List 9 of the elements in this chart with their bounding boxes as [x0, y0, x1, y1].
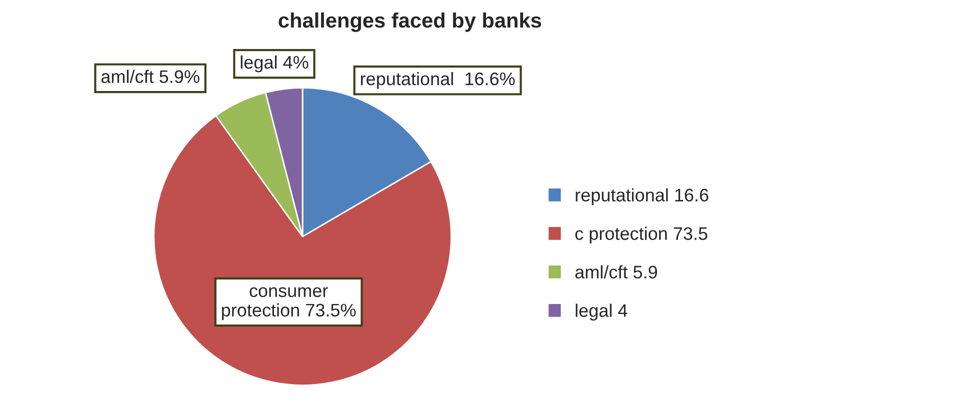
data-label: consumer protection 73.5%	[222, 287, 356, 320]
legend-label: c protection 73.5	[575, 226, 708, 244]
chart-title: challenges faced by banks	[278, 12, 542, 32]
data-label: reputational 16.6%	[360, 72, 515, 89]
legend-label: legal 4	[576, 304, 628, 321]
legend-label: reputational 16.6	[576, 188, 708, 206]
legend-label: aml/cft 5.9	[575, 265, 658, 278]
data-label: legal 4%	[240, 55, 308, 72]
data-label: aml/cft 5.9%	[101, 70, 200, 84]
